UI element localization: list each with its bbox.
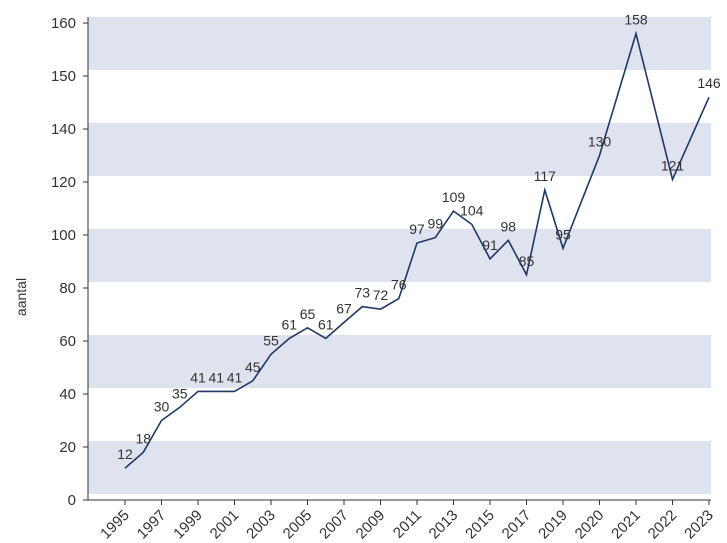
data-label: 121 [661,157,685,173]
y-tick-label: 80 [59,280,76,297]
data-label: 91 [482,237,498,253]
data-label: 61 [318,316,334,332]
x-tick-label: 2009 [353,507,389,543]
y-tick-label: 0 [68,492,76,509]
x-tick-label: 2021 [608,507,644,543]
data-label: 95 [555,226,571,242]
x-tick-label: 2020 [572,507,608,543]
data-label: 72 [373,287,389,303]
data-label: 146 [697,75,721,91]
y-tick-label: 60 [59,333,76,350]
x-tick-label: 2007 [316,507,352,543]
x-tick-label: 2013 [426,507,462,543]
y-tick-label: 120 [51,174,76,191]
x-tick-label: 2019 [535,507,571,543]
grid-band [88,17,711,70]
x-tick-label: 2017 [499,507,535,543]
data-label: 98 [500,218,516,234]
data-label: 117 [534,168,557,184]
data-label: 30 [154,399,170,415]
x-tick-label: 1999 [170,507,206,543]
y-tick-label: 140 [51,121,76,138]
x-tick-label: 2015 [462,507,498,543]
data-label: 61 [281,316,297,332]
data-label: 35 [172,385,188,401]
data-label: 41 [227,369,243,385]
data-label: 67 [336,300,352,316]
data-label: 55 [263,332,279,348]
data-label: 130 [588,134,612,150]
data-label: 65 [300,306,316,322]
grid-band [88,335,711,388]
data-label: 85 [519,253,535,269]
data-label: 104 [460,202,484,218]
y-tick-label: 20 [59,439,76,456]
x-tick-label: 2011 [390,507,425,542]
x-tick-label: 2003 [243,507,279,543]
x-tick-label: 2023 [681,507,717,543]
data-label: 18 [135,430,151,446]
data-label: 109 [442,189,466,205]
y-axis-label: aantal [13,278,29,316]
data-label: 76 [391,277,407,293]
data-label: 158 [624,12,648,28]
y-tick-label: 100 [51,227,76,244]
data-label: 99 [427,216,443,232]
y-tick-label: 150 [51,68,76,85]
x-tick-label: 1997 [134,507,170,543]
y-tick-label: 160 [51,15,76,32]
data-label: 41 [190,369,206,385]
x-tick-label: 1995 [97,507,133,543]
grid-band [88,229,711,282]
data-label: 73 [354,285,370,301]
x-tick-label: 2005 [280,507,316,543]
y-tick-label: 40 [59,386,76,403]
data-label: 97 [409,221,425,237]
data-label: 12 [117,446,133,462]
data-label: 41 [208,369,224,385]
grid-band [88,123,711,176]
grid-band [88,441,711,494]
data-label: 45 [245,359,261,375]
series-line [124,30,710,469]
x-tick-label: 2022 [645,507,681,543]
x-tick-label: 2001 [207,507,243,543]
